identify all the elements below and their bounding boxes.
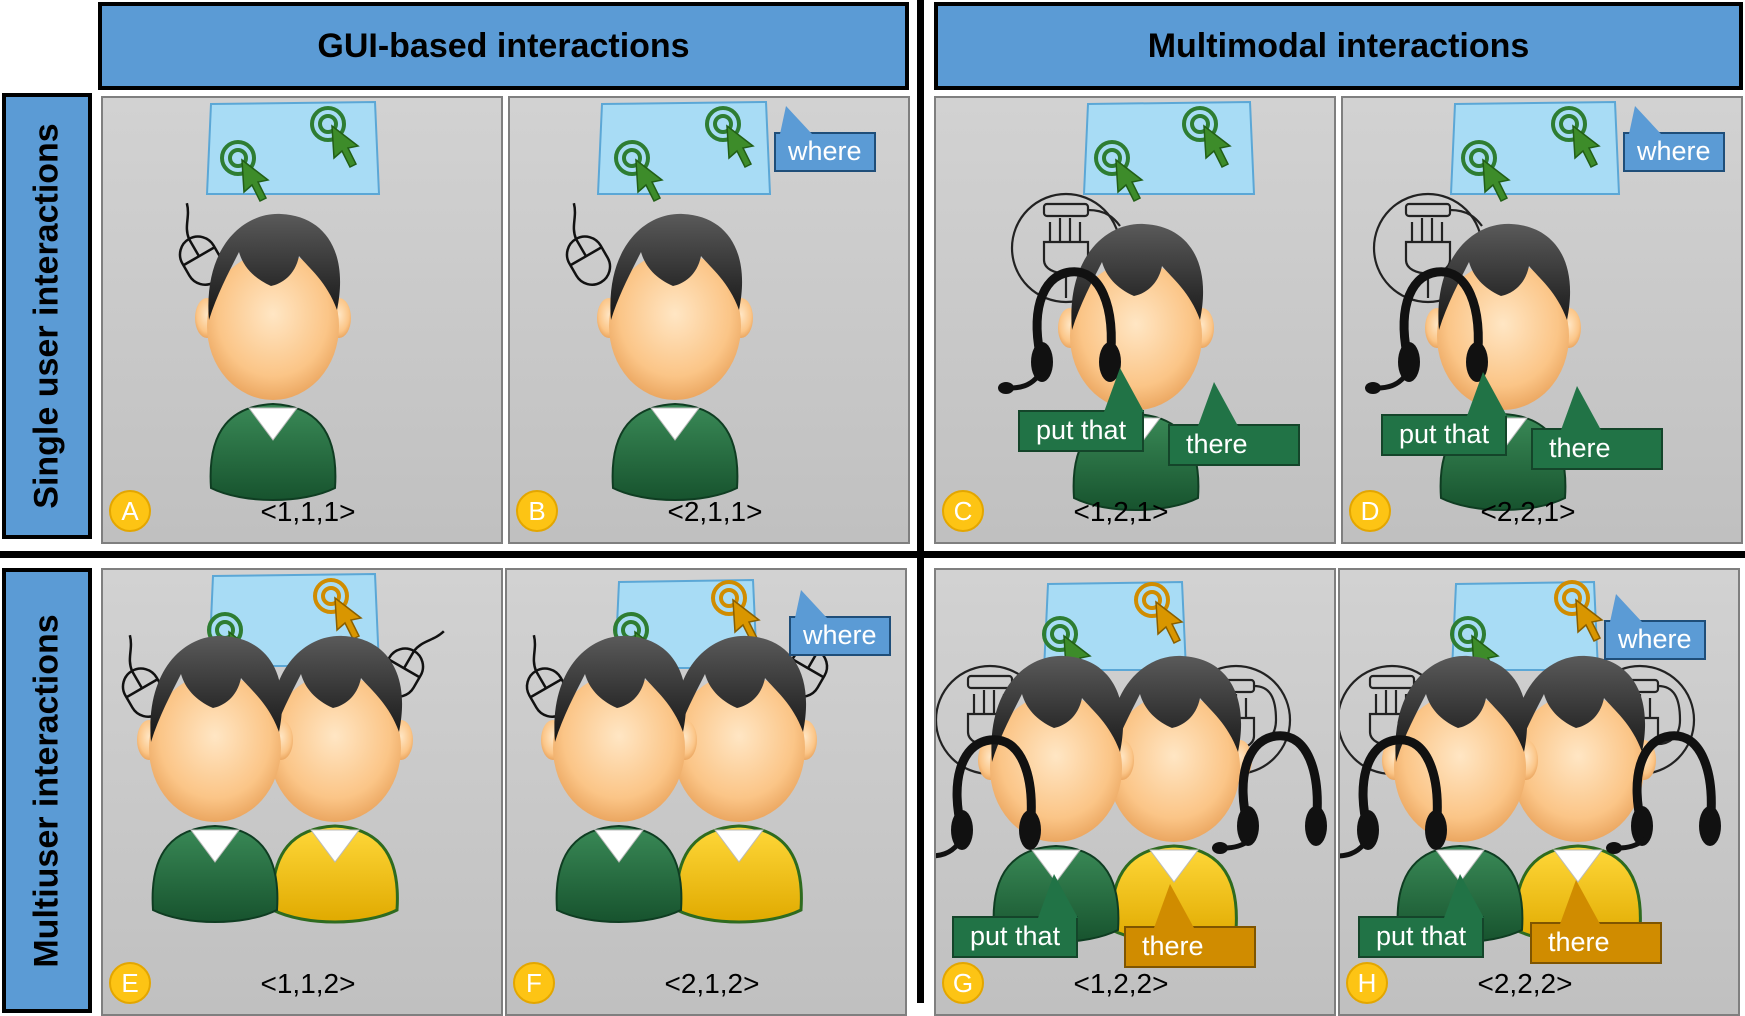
panel-a: A <1,1,1> <box>101 96 503 544</box>
panel-f-illustration <box>507 578 851 924</box>
user-icon <box>1057 222 1215 511</box>
panel-tuple: <1,2,1> <box>1073 496 1169 527</box>
panel-d-illustration <box>1343 100 1621 511</box>
panel-label-badge: A <box>109 490 151 532</box>
user-icon <box>136 634 294 923</box>
vertical-divider <box>917 0 924 1003</box>
column-header-gui: GUI-based interactions <box>98 2 909 90</box>
user-icon <box>194 212 352 501</box>
panel-f: where F <2,1,2> <box>505 568 907 1016</box>
panel-label-badge: B <box>516 490 558 532</box>
panel-tuple: <2,2,1> <box>1480 496 1576 527</box>
panel-c-illustration <box>936 100 1256 511</box>
speech-bubble-there: there <box>1531 386 1663 470</box>
panel-g: put that there G <1,2,2> <box>934 568 1336 1016</box>
column-header-multimodal-label: Multimodal interactions <box>1147 26 1530 65</box>
row-header-multi: Multiuser interactions <box>2 568 92 1013</box>
user-icon <box>255 634 415 924</box>
panel-tuple: <1,1,1> <box>260 496 356 527</box>
panel-tuple: <1,2,2> <box>1073 968 1169 999</box>
row-header-single-label: Single user interactions <box>27 123 66 509</box>
where-speech-bubble: where <box>789 590 891 656</box>
user-icon <box>596 212 754 501</box>
panel-label-badge: G <box>942 962 984 1004</box>
shared-screen <box>1082 100 1256 195</box>
row-header-single: Single user interactions <box>2 93 92 539</box>
speech-bubble-there: there <box>1530 880 1662 964</box>
speech-bubble-there: there <box>1124 884 1256 968</box>
panel-h-illustration <box>1340 580 1740 944</box>
speech-bubble-there: there <box>1168 382 1300 466</box>
row-header-multi-label: Multiuser interactions <box>27 613 66 968</box>
panel-tuple: <2,1,1> <box>667 496 763 527</box>
panel-tuple: <2,1,2> <box>664 968 760 999</box>
shared-screen <box>1449 100 1621 195</box>
panel-tuple: <1,1,2> <box>260 968 356 999</box>
panel-label-badge: F <box>513 962 555 1004</box>
panel-e-illustration <box>103 572 447 924</box>
speech-bubble-put-that: put that <box>1018 368 1145 452</box>
where-speech-bubble: where <box>1604 594 1706 660</box>
panel-label-badge: H <box>1346 962 1388 1004</box>
horizontal-divider <box>0 551 1745 558</box>
panel-e: E <1,1,2> <box>101 568 503 1016</box>
panel-label-badge: D <box>1349 490 1391 532</box>
where-speech-bubble: where <box>1623 106 1725 172</box>
shared-screen <box>205 100 381 195</box>
panel-d: where put that there D <2,2,1> <box>1341 96 1743 544</box>
speech-bubble-put-that: put that <box>952 874 1079 958</box>
panel-c: put that there C <1,2,1> <box>934 96 1336 544</box>
speech-bubble-put-that: put that <box>1358 874 1485 958</box>
user-icon <box>659 634 819 924</box>
panel-h: where put that there H <2,2,2> <box>1338 568 1740 1016</box>
panel-b: where B <2,1,1> <box>508 96 910 544</box>
panel-b-illustration <box>543 100 772 501</box>
mouse-icon <box>543 200 618 293</box>
speech-bubble-put-that: put that <box>1381 372 1508 456</box>
panel-label-badge: C <box>942 490 984 532</box>
user-icon <box>540 634 698 923</box>
panel-tuple: <2,2,2> <box>1477 968 1573 999</box>
panel-label-badge: E <box>109 962 151 1004</box>
panel-a-illustration <box>156 100 381 501</box>
where-speech-bubble: where <box>774 106 876 172</box>
column-header-multimodal: Multimodal interactions <box>934 2 1743 90</box>
panel-g-illustration <box>936 580 1336 944</box>
column-header-gui-label: GUI-based interactions <box>317 26 690 65</box>
